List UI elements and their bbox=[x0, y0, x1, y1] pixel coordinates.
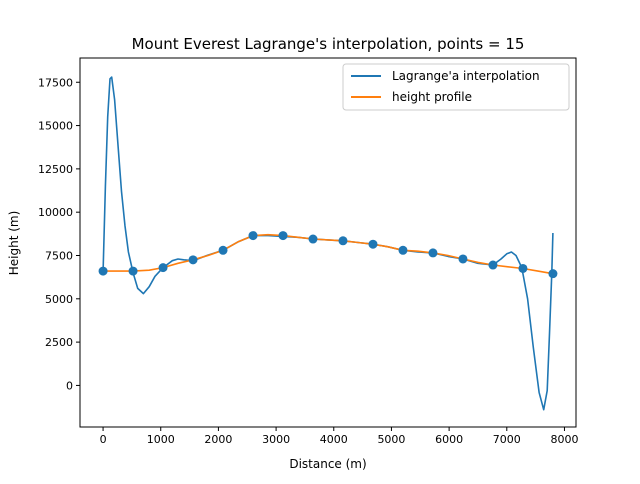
y-tick-label-15000: 15000 bbox=[38, 120, 73, 133]
data-point-9 bbox=[368, 239, 378, 249]
x-tick-label-0: 0 bbox=[100, 433, 107, 446]
plot-area bbox=[80, 58, 576, 427]
y-tick-label-12500: 12500 bbox=[38, 163, 73, 176]
data-point-7 bbox=[308, 234, 318, 244]
data-point-14 bbox=[518, 263, 528, 273]
data-point-1 bbox=[128, 266, 138, 276]
axes-frame bbox=[79, 57, 577, 428]
x-tick-label-2000: 2000 bbox=[204, 433, 232, 446]
legend-box bbox=[342, 63, 570, 111]
x-tick-label-3000: 3000 bbox=[262, 433, 290, 446]
x-tick-label-4000: 4000 bbox=[320, 433, 348, 446]
data-point-5 bbox=[248, 231, 258, 241]
axes: 0 1000 2000 3000 4000 5000 6000 7000 8000 0 2500 50… bbox=[38, 57, 578, 446]
x-tick-label-1000: 1000 bbox=[147, 433, 175, 446]
legend-label-interpolation: Lagrange'a interpolation bbox=[392, 69, 540, 83]
data-point-12 bbox=[458, 254, 468, 264]
legend-label-height-profile: height profile bbox=[392, 90, 472, 104]
y-tick-label-7500: 7500 bbox=[45, 249, 73, 262]
data-point-8 bbox=[338, 236, 348, 246]
data-point-11 bbox=[428, 248, 438, 258]
x-tick-label-5000: 5000 bbox=[377, 433, 405, 446]
chart-title: Mount Everest Lagrange's interpolation, … bbox=[132, 35, 525, 53]
legend: Lagrange'a interpolation height profile bbox=[342, 63, 570, 111]
x-tick-label-6000: 6000 bbox=[435, 433, 463, 446]
data-point-15 bbox=[548, 269, 558, 279]
y-tick-label-17500: 17500 bbox=[38, 76, 73, 89]
x-tick-label-7000: 7000 bbox=[493, 433, 521, 446]
data-point-10 bbox=[398, 245, 408, 255]
data-point-0 bbox=[98, 266, 108, 276]
y-tick-label-5000: 5000 bbox=[45, 293, 73, 306]
data-point-2 bbox=[158, 263, 168, 273]
y-tick-label-0: 0 bbox=[66, 379, 73, 392]
data-point-6 bbox=[278, 231, 288, 241]
y-tick-label-2500: 2500 bbox=[45, 336, 73, 349]
x-tick-label-8000: 8000 bbox=[550, 433, 578, 446]
data-point-3 bbox=[188, 255, 198, 265]
data-point-13 bbox=[488, 260, 498, 270]
data-point-4 bbox=[218, 245, 228, 255]
series-line-1 bbox=[103, 233, 554, 275]
y-tick-label-10000: 10000 bbox=[38, 206, 73, 219]
y-axis-label: Height (m) bbox=[7, 211, 21, 276]
plot-background bbox=[80, 58, 576, 427]
x-axis-label: Distance (m) bbox=[289, 457, 366, 471]
